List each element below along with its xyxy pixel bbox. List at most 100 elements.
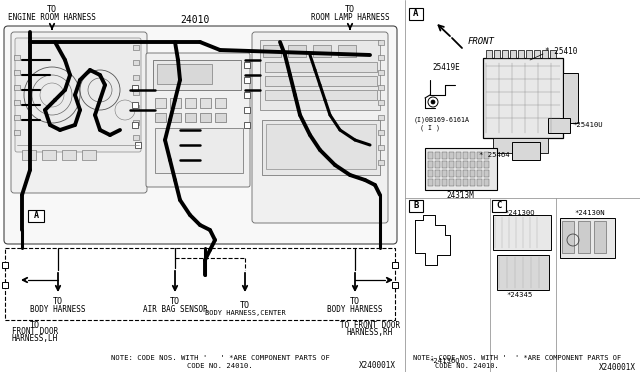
Bar [449,152,454,159]
Bar [470,170,475,177]
Text: * 25410: * 25410 [545,48,577,57]
Bar [470,161,475,168]
Text: HARNESS,RH: HARNESS,RH [347,327,393,337]
Bar [463,179,468,186]
Bar [262,120,380,175]
Text: TO: TO [170,298,180,307]
Bar [497,255,549,290]
Bar [265,90,377,100]
Bar [185,98,196,108]
Bar [14,55,20,60]
Bar [157,64,212,84]
Bar [288,45,306,57]
Bar [133,60,139,65]
Bar [378,160,384,165]
Bar [265,76,377,86]
Text: A: A [413,10,419,19]
Bar [534,50,540,58]
Bar [170,98,181,108]
Bar [463,152,468,159]
Bar [215,98,226,108]
Bar [550,50,556,58]
Text: TO: TO [53,298,63,307]
Bar [133,75,139,80]
Bar [442,170,447,177]
Bar [14,100,20,105]
Bar [486,50,492,58]
Bar [456,170,461,177]
Bar [155,98,166,108]
Bar [442,152,447,159]
Text: TO: TO [350,298,360,307]
Text: CODE NO. 24010.: CODE NO. 24010. [435,363,499,369]
Bar [456,152,461,159]
FancyBboxPatch shape [146,53,250,187]
Bar [132,85,138,91]
Text: CODE NO. 24010.: CODE NO. 24010. [187,363,253,369]
Text: HARNESS,LH: HARNESS,LH [12,334,58,343]
FancyBboxPatch shape [11,32,147,193]
Bar [133,105,139,110]
Bar [82,150,96,160]
Text: B: B [413,202,419,211]
FancyBboxPatch shape [252,32,388,223]
Bar [170,113,181,122]
Bar [392,262,398,268]
Text: 25419E: 25419E [432,64,460,73]
Bar [132,102,138,108]
Bar [378,55,384,60]
Bar [428,161,433,168]
Bar [392,282,398,288]
Text: * 25464: * 25464 [479,152,510,158]
Bar [477,179,482,186]
Bar [133,135,139,140]
Bar [200,113,211,122]
Bar [378,40,384,45]
Bar [263,45,281,57]
Text: BODY HARNESS: BODY HARNESS [327,305,383,314]
Bar [135,142,141,148]
Bar [22,150,36,160]
Bar [435,170,440,177]
Bar [449,179,454,186]
Bar [266,124,376,169]
Bar [265,62,377,72]
Bar [2,262,8,268]
Text: X240001X: X240001X [599,363,636,372]
Bar [378,85,384,90]
Bar [260,40,380,110]
Text: TO: TO [47,6,57,15]
Bar [244,62,250,68]
Bar [463,161,468,168]
Bar [484,179,489,186]
Bar [409,8,423,20]
Text: TO: TO [240,301,250,310]
Bar [477,152,482,159]
Bar [562,221,574,253]
Bar [62,150,76,160]
Bar [200,98,211,108]
Text: FRONT: FRONT [468,38,495,46]
Bar [428,179,433,186]
Bar [133,45,139,50]
Bar [449,170,454,177]
Bar [492,200,506,212]
Text: FRONT DOOR: FRONT DOOR [12,327,58,337]
Bar [409,200,423,212]
Bar [14,70,20,75]
Bar [313,45,331,57]
Bar [14,130,20,135]
Bar [378,70,384,75]
Text: (I)0B169-6161A: (I)0B169-6161A [414,117,470,123]
Bar [542,50,548,58]
Bar [470,152,475,159]
Bar [510,50,516,58]
Bar [578,221,590,253]
Bar [442,179,447,186]
Bar [133,120,139,125]
Bar [244,92,250,98]
Bar [518,50,524,58]
Bar [244,107,250,113]
Bar [132,122,138,128]
Bar [493,138,548,153]
